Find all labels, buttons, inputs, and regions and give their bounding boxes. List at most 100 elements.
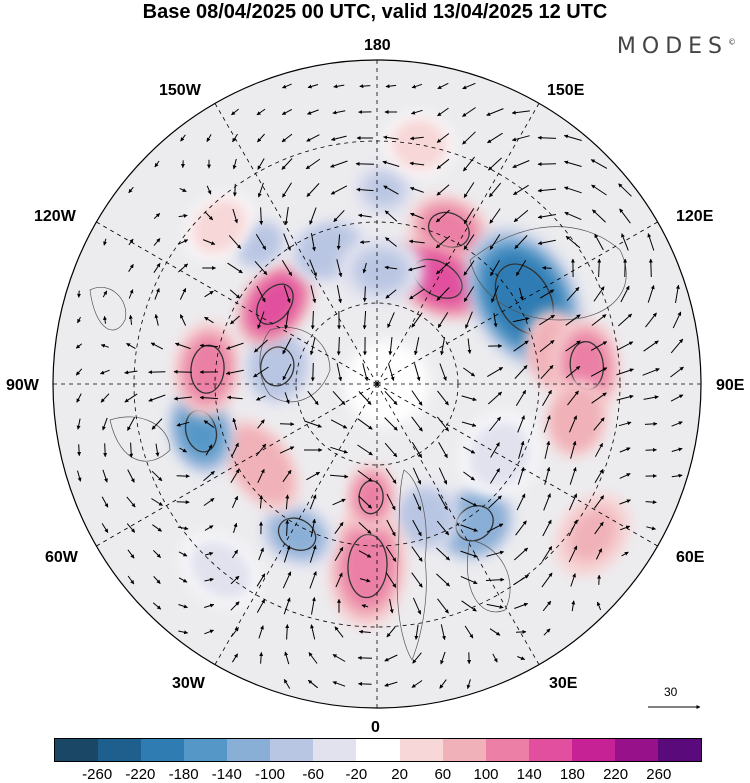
wind-arrow xyxy=(513,184,529,196)
wind-arrow xyxy=(437,416,449,432)
map-disk-border xyxy=(52,59,702,709)
wind-arrow xyxy=(357,418,373,430)
wind-arrow xyxy=(409,186,424,193)
wind-arrow xyxy=(204,577,214,582)
wind-arrow xyxy=(485,577,505,582)
wind-arrow xyxy=(435,209,451,223)
wind-arrow xyxy=(148,394,166,402)
anomaly-blob xyxy=(234,434,287,497)
wind-arrow xyxy=(411,572,423,588)
colorbar-swatch xyxy=(313,739,357,761)
wind-arrow xyxy=(124,393,138,403)
lon-label-120e: 120E xyxy=(676,208,714,225)
wind-arrow xyxy=(358,629,371,634)
wind-arrow xyxy=(173,369,193,374)
wind-arrow xyxy=(204,629,214,635)
wind-arrow xyxy=(643,395,659,400)
wind-arrow xyxy=(331,135,347,141)
colorbar-swatch xyxy=(184,739,228,761)
colorbar-swatch xyxy=(227,739,271,761)
meridian-line xyxy=(214,103,378,385)
wind-arrow xyxy=(489,416,501,432)
wind-arrow xyxy=(259,207,264,225)
colorbar-swatch xyxy=(399,739,443,761)
wind-arrow xyxy=(514,365,528,379)
colorbar-tick-label: 260 xyxy=(646,766,672,783)
wind-arrow xyxy=(305,158,321,170)
wind-arrow xyxy=(362,262,367,274)
wind-arrow xyxy=(487,391,503,405)
wind-arrow xyxy=(563,134,582,141)
wind-arrow xyxy=(542,265,552,270)
wind-arrow xyxy=(310,362,315,382)
wind-arrow xyxy=(437,390,449,406)
meridian-line xyxy=(96,383,378,547)
wind-arrow xyxy=(387,312,395,328)
wind-arrow xyxy=(411,83,423,89)
wind-arrow xyxy=(231,495,239,509)
colorbar-swatch xyxy=(98,739,142,761)
wind-arrow xyxy=(590,341,608,351)
wind-arrow xyxy=(466,679,471,689)
wind-arrow xyxy=(152,602,162,610)
wind-arrow xyxy=(284,392,290,404)
wind-arrow xyxy=(179,447,187,453)
wind-arrow xyxy=(310,624,316,640)
wind-arrow xyxy=(539,314,555,326)
lon-label-150e: 150E xyxy=(547,82,585,99)
wind-arrow xyxy=(102,417,108,431)
wind-arrow xyxy=(388,337,393,356)
wind-arrow xyxy=(309,494,317,510)
wind-arrow xyxy=(129,442,134,458)
wind-arrow xyxy=(541,546,553,562)
wind-arrow xyxy=(515,520,527,536)
wind-arrow xyxy=(619,208,631,224)
map-title: Base 08/04/2025 00 UTC, valid 13/04/2025… xyxy=(142,1,608,23)
wind-arrow xyxy=(100,369,110,375)
wind-arrow xyxy=(307,84,319,89)
wind-arrow xyxy=(336,336,341,356)
wind-arrow xyxy=(153,213,161,219)
wind-arrow xyxy=(440,337,446,356)
wind-arrow xyxy=(362,363,369,382)
wind-arrow xyxy=(103,238,107,246)
wind-arrow xyxy=(256,108,266,116)
wind-arrow xyxy=(332,110,346,115)
wind-arrow xyxy=(204,290,214,298)
wind-arrow xyxy=(542,600,552,612)
wind-arrow xyxy=(414,624,419,640)
meridian-line xyxy=(96,221,378,385)
wind-arrow xyxy=(438,493,448,511)
wind-arrow xyxy=(204,525,214,531)
wind-arrow xyxy=(153,262,161,273)
wind-arrow xyxy=(257,158,265,170)
colorbar-tick-label: 140 xyxy=(516,766,542,783)
wind-arrow xyxy=(281,133,293,143)
wind-arrow xyxy=(541,572,553,588)
wind-arrow xyxy=(411,442,423,459)
meridian-line xyxy=(376,103,540,385)
wind-arrow xyxy=(308,652,318,664)
wind-arrow xyxy=(412,519,422,537)
wind-arrow xyxy=(359,578,371,583)
colorbar-tick-label: -60 xyxy=(302,766,325,783)
wind-arrow xyxy=(440,624,446,641)
wind-arrow xyxy=(309,337,316,356)
wind-arrow xyxy=(330,160,348,168)
wind-arrow xyxy=(259,652,264,664)
colorbar-swatch xyxy=(571,739,615,761)
wind-arrow xyxy=(566,286,580,302)
wind-vectors xyxy=(75,82,684,689)
wind-arrow xyxy=(310,518,316,537)
height-contour xyxy=(347,533,388,599)
height-contour xyxy=(260,346,295,387)
wind-arrow xyxy=(232,417,238,430)
wind-arrow xyxy=(226,395,243,400)
lon-label-180: 180 xyxy=(364,37,391,54)
wind-arrow xyxy=(620,285,630,303)
wind-arrow xyxy=(254,260,268,276)
wind-arrow xyxy=(231,549,239,559)
colorbar-tick-label: 220 xyxy=(603,766,629,783)
wind-arrow xyxy=(596,601,602,611)
wind-arrow xyxy=(126,496,136,508)
